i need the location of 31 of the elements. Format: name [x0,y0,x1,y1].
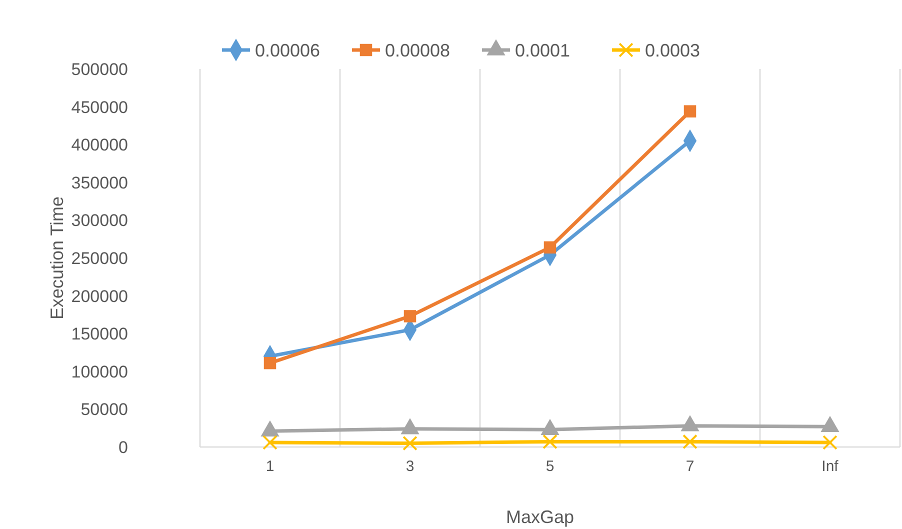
y-tick-label: 250000 [71,248,128,268]
x-axis-title: MaxGap [506,507,574,527]
y-tick-label: 450000 [71,98,128,117]
y-axis-title: Execution Time [47,196,67,320]
y-tick-label: 400000 [71,136,128,155]
point [404,310,416,322]
x-tick-label: Inf [822,458,840,475]
point [262,435,278,450]
point [682,434,698,450]
point [264,356,276,370]
y-tick-label: 0 [118,438,128,457]
y-tick-label: 350000 [71,173,128,192]
x-tick-label: 5 [546,458,554,475]
point [542,434,558,450]
legend-label: 0.00008 [385,40,450,60]
y-tick-label: 500000 [71,60,128,79]
point [822,435,838,450]
x-tick-label: 7 [686,458,694,475]
y-tick-label: 150000 [71,324,128,344]
point [684,105,696,118]
x-tick-label: 3 [406,458,414,475]
legend-label: 0.00006 [255,40,320,60]
x-tick-label: 1 [266,458,274,475]
point [402,436,418,451]
legend-label: 0.0001 [515,40,570,60]
y-tick-label: 200000 [71,286,128,306]
point [544,241,556,254]
y-tick-label: 100000 [71,362,128,382]
y-tick-label: 300000 [71,211,128,230]
y-tick-label: 50000 [80,400,128,420]
legend-label: 0.0003 [645,40,700,60]
